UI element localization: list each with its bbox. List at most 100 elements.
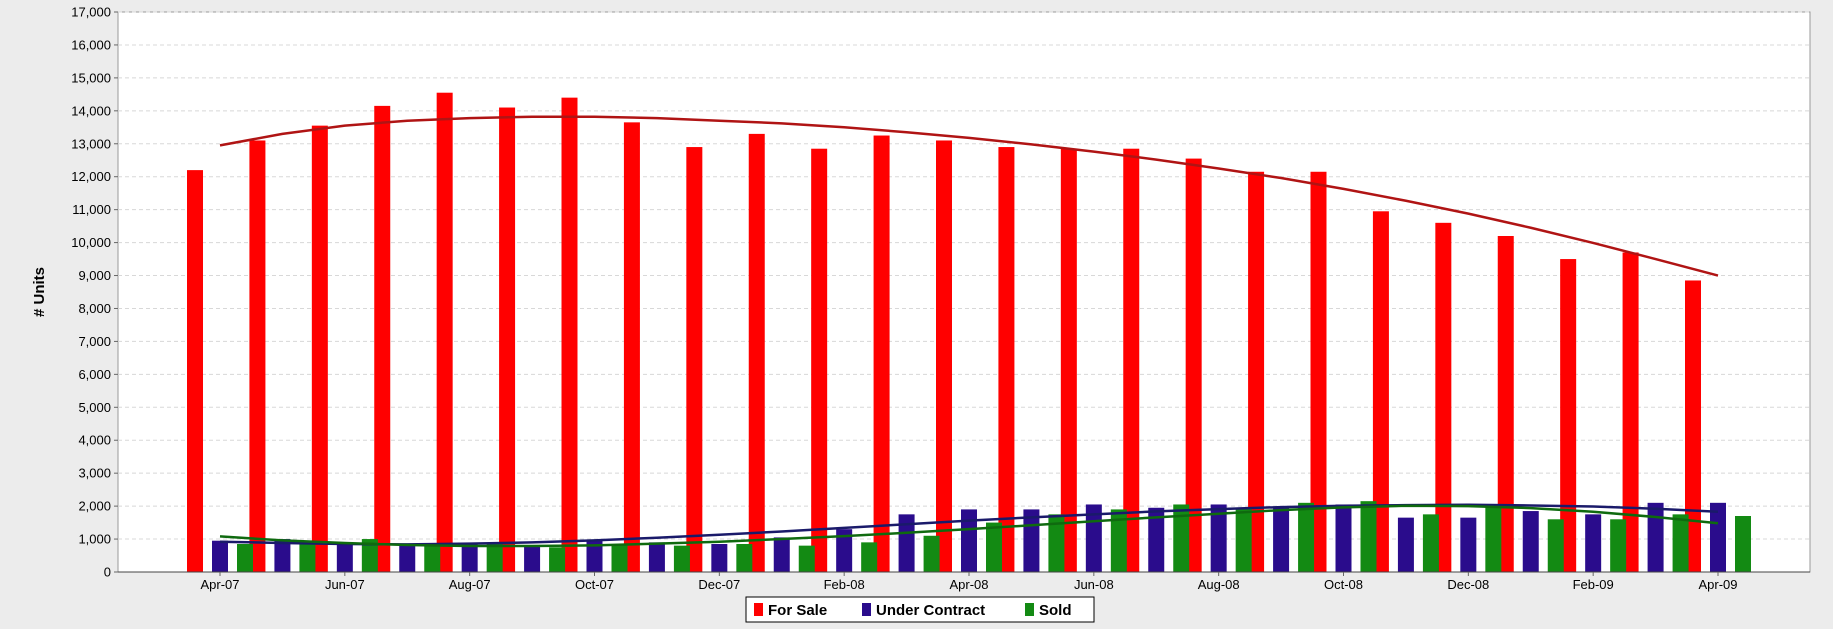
- bar: [1710, 502, 1726, 572]
- bar: [524, 545, 541, 572]
- y-tick-label: 9,000: [78, 268, 111, 283]
- bar: [1335, 504, 1352, 572]
- legend-label: Under Contract: [876, 602, 985, 619]
- bar: [1185, 158, 1202, 572]
- bar: [299, 540, 316, 572]
- bar: [711, 544, 728, 572]
- bar: [237, 544, 253, 572]
- bar: [836, 529, 853, 572]
- bar: [648, 542, 665, 572]
- bar: [249, 140, 266, 572]
- y-tick-label: 8,000: [78, 301, 111, 316]
- x-tick-label: Feb-09: [1573, 577, 1614, 592]
- x-tick-label: Oct-08: [1324, 577, 1363, 592]
- bar: [1460, 517, 1477, 572]
- y-tick-label: 17,000: [71, 5, 111, 20]
- bar: [549, 547, 566, 572]
- bar: [1735, 516, 1751, 572]
- bar: [1110, 509, 1127, 572]
- bar: [961, 509, 977, 572]
- bar: [274, 539, 291, 572]
- y-tick-label: 15,000: [71, 70, 111, 85]
- bar: [1560, 259, 1577, 572]
- bar: [773, 537, 790, 572]
- bar: [1547, 519, 1564, 572]
- x-tick-label: Jun-07: [325, 577, 365, 592]
- axes: 0 1,000 2,000 3,000 4,000 5,000 6,000 7,000 8,00…: [71, 5, 1810, 592]
- bar: [923, 535, 940, 572]
- bar: [1585, 514, 1602, 572]
- legend-swatch: [1025, 603, 1034, 616]
- bar: [1522, 511, 1539, 572]
- y-tick-label: 0: [104, 565, 111, 580]
- bar: [1610, 519, 1627, 572]
- bar: [673, 545, 690, 572]
- bar: [336, 544, 353, 572]
- bar: [1647, 502, 1664, 572]
- x-tick-label: Feb-08: [824, 577, 865, 592]
- legend-label: Sold: [1039, 602, 1072, 619]
- bar: [561, 97, 578, 572]
- bar: [1435, 222, 1452, 572]
- legend-label: For Sale: [768, 602, 827, 619]
- y-tick-label: 3,000: [78, 466, 111, 481]
- x-tick-label: Apr-09: [1698, 577, 1737, 592]
- x-tick-label: Aug-08: [1198, 577, 1240, 592]
- bar: [798, 545, 815, 572]
- bar: [1235, 507, 1252, 572]
- bar: [1048, 514, 1065, 572]
- y-tick-label: 4,000: [78, 433, 111, 448]
- bar: [361, 539, 378, 572]
- bar: [212, 540, 228, 572]
- bar: [1273, 507, 1290, 572]
- y-tick-label: 13,000: [71, 136, 111, 151]
- bar: [1685, 280, 1701, 572]
- trend-lines: [219, 115, 1719, 548]
- bar: [1397, 517, 1414, 572]
- bar: [1123, 148, 1140, 573]
- trend-line: [219, 504, 1719, 548]
- bar: [586, 540, 603, 572]
- y-tick-label: 1,000: [78, 532, 111, 547]
- bar: [1148, 507, 1165, 572]
- bar: [374, 105, 391, 572]
- bar: [861, 542, 878, 572]
- y-tick-label: 7,000: [78, 334, 111, 349]
- bar: [1672, 514, 1689, 572]
- y-tick-label: 11,000: [72, 202, 111, 217]
- x-tick-label: Oct-07: [575, 577, 614, 592]
- trend-line: [219, 503, 1719, 546]
- bar: [1485, 506, 1502, 572]
- x-tick-label: Dec-08: [1447, 577, 1489, 592]
- bar: [499, 107, 516, 572]
- y-tick-label: 16,000: [71, 37, 111, 52]
- bar: [986, 522, 1002, 572]
- y-tick-label: 2,000: [78, 499, 111, 514]
- y-tick-label: 10,000: [71, 235, 111, 250]
- y-axis-label: # Units: [31, 267, 48, 317]
- legend-swatch: [862, 603, 871, 616]
- bar: [1210, 504, 1227, 572]
- bar: [748, 133, 765, 572]
- bar: [998, 147, 1015, 572]
- x-tick-label: Apr-07: [200, 577, 239, 592]
- bar: [1622, 252, 1639, 572]
- bar: [1298, 502, 1315, 572]
- legend-swatch: [754, 603, 763, 616]
- bar: [424, 544, 441, 572]
- y-tick-label: 12,000: [71, 169, 111, 184]
- bars: [187, 92, 1751, 573]
- bar: [611, 544, 628, 572]
- x-tick-label: Dec-07: [698, 577, 740, 592]
- y-tick-label: 14,000: [71, 103, 111, 118]
- x-tick-label: Jun-08: [1074, 577, 1114, 592]
- y-tick-label: 6,000: [78, 367, 111, 382]
- bar: [1060, 148, 1077, 573]
- legend-box: [745, 596, 1095, 623]
- bar: [623, 122, 640, 573]
- bar: [898, 514, 915, 572]
- bar: [1310, 171, 1327, 572]
- bar: [1248, 171, 1265, 572]
